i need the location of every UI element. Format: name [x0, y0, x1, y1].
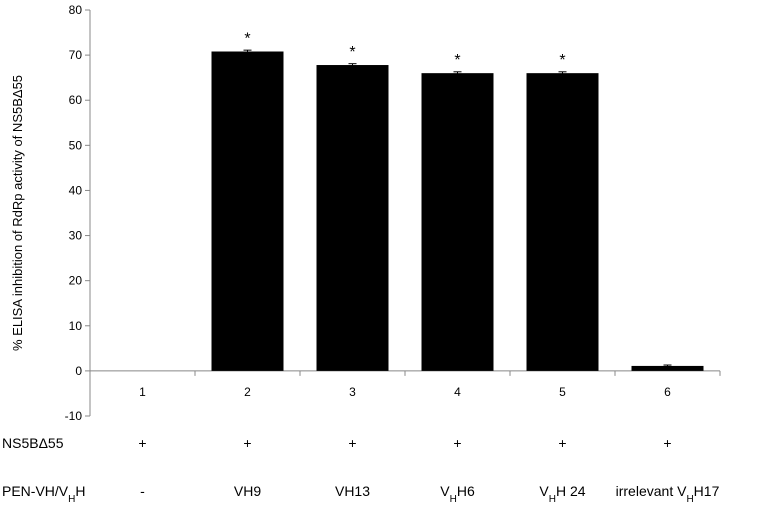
y-tick-label-8: 70 [69, 48, 83, 62]
y-tick-label-0: -10 [65, 409, 83, 423]
row-2-cell-6: irrelevant VHH17 [616, 483, 720, 505]
row-2-cell-2: VH9 [234, 483, 261, 499]
y-tick-label-3: 20 [69, 274, 83, 288]
significance-star-3: * [349, 44, 355, 61]
row-1-cell-3: + [348, 435, 356, 451]
row-1-cell-5: + [558, 435, 566, 451]
significance-star-4: * [454, 52, 460, 69]
y-tick-label-6: 50 [69, 138, 83, 152]
y-tick-label-7: 60 [69, 93, 83, 107]
x-tick-label-2: 2 [244, 385, 251, 399]
x-tick-label-4: 4 [454, 385, 461, 399]
row-1-cell-1: + [138, 435, 146, 451]
y-tick-label-2: 10 [69, 319, 83, 333]
bar-4 [421, 73, 494, 371]
y-tick-label-5: 40 [69, 183, 83, 197]
row-2-cell-3: VH13 [335, 483, 370, 499]
y-tick-label-4: 30 [69, 229, 83, 243]
y-axis-title: % ELISA inhibition of RdRp activity of N… [10, 75, 25, 351]
x-tick-label-5: 5 [559, 385, 566, 399]
significance-star-5: * [559, 52, 565, 69]
row-label-2: PEN-VH/VHH [2, 483, 85, 505]
bar-3 [316, 65, 389, 371]
row-1-cell-4: + [453, 435, 461, 451]
row-label-1: NS5BΔ55 [2, 435, 64, 451]
row-2-cell-5: VHH 24 [539, 483, 585, 505]
x-tick-label-6: 6 [664, 385, 671, 399]
y-tick-label-1: 0 [75, 364, 82, 378]
row-1-cell-2: + [243, 435, 251, 451]
row-2-cell-1: - [140, 483, 145, 499]
row-1-cell-6: + [663, 435, 671, 451]
y-tick-label-9: 80 [69, 3, 83, 17]
bar-2 [211, 51, 284, 371]
row-2-cell-4: VHH6 [440, 483, 475, 505]
bar-5 [526, 73, 599, 371]
bar-6 [631, 365, 704, 371]
significance-star-2: * [244, 31, 250, 48]
x-tick-label-3: 3 [349, 385, 356, 399]
x-tick-label-1: 1 [139, 385, 146, 399]
